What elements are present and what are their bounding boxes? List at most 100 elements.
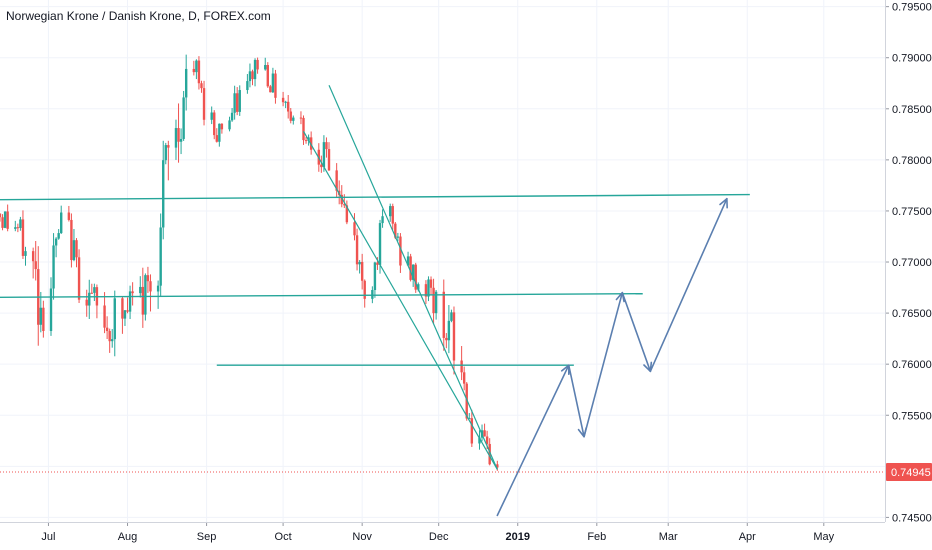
candle-body [320, 164, 323, 168]
candle-body [202, 88, 206, 120]
candle-body [343, 204, 346, 206]
candle [292, 115, 295, 125]
candle-body [1, 217, 4, 228]
candle-body [432, 287, 435, 314]
candle-body [271, 73, 275, 93]
candle-body [376, 262, 379, 265]
candle [429, 276, 433, 296]
candle [299, 111, 303, 125]
x-tick-label: May [813, 531, 834, 543]
candle-body [251, 71, 254, 80]
candle-body [111, 339, 114, 342]
candle-body [286, 101, 290, 112]
candle-body [210, 112, 213, 120]
y-tick-label: 0.78500 [892, 104, 932, 116]
candle [213, 110, 216, 140]
candle [57, 229, 60, 240]
candle-body [24, 251, 27, 256]
candle-body [478, 437, 481, 444]
y-tick-label: 0.75500 [892, 410, 932, 422]
candle-body [184, 68, 188, 98]
candle [162, 140, 165, 240]
candle-body [289, 111, 292, 121]
candle-body [93, 287, 96, 293]
candle [238, 85, 241, 116]
candle [274, 69, 277, 104]
candle-body [105, 327, 109, 332]
horizontal-level-line [0, 193, 750, 201]
candle-body [128, 291, 132, 312]
candle [34, 241, 37, 281]
candle-body [281, 97, 285, 103]
candle-body [409, 256, 412, 280]
candle-body [417, 284, 420, 290]
candle-body [235, 93, 239, 112]
candle [360, 253, 364, 290]
candle [54, 237, 58, 258]
candle [409, 253, 412, 282]
projection-arrowhead [719, 197, 728, 209]
candle [146, 266, 150, 293]
projection-segment [583, 291, 624, 438]
candle-body [450, 312, 453, 321]
candle-body [174, 128, 178, 148]
candle [24, 246, 27, 266]
candle-body [353, 222, 356, 236]
candle [452, 306, 456, 375]
candle-body [3, 211, 7, 228]
candle [447, 305, 451, 354]
candle-body [238, 90, 241, 112]
candle [302, 115, 305, 145]
candle-body [90, 292, 94, 294]
candle [470, 409, 474, 447]
candle [31, 247, 35, 279]
candle-body [77, 257, 81, 300]
candle-body [358, 261, 361, 265]
candle-body [139, 286, 142, 294]
candle [16, 223, 20, 233]
candle-body [363, 280, 366, 299]
candle-body [113, 298, 116, 340]
candle [284, 100, 287, 109]
candle-body [381, 216, 384, 224]
horizontal-level-line [0, 292, 643, 298]
candle [343, 194, 346, 209]
candle [483, 423, 486, 437]
candle-body [192, 68, 196, 73]
candle-body [442, 291, 445, 338]
candle-body [445, 337, 448, 341]
candle [111, 329, 114, 348]
candle [345, 200, 349, 225]
candle [182, 90, 185, 141]
y-tick-label: 0.79500 [892, 2, 932, 14]
candle-body [146, 275, 150, 282]
candle-body [200, 83, 203, 89]
candle-body [391, 206, 394, 224]
candle-body [31, 251, 35, 262]
candle [123, 309, 127, 326]
candle [269, 84, 272, 93]
candle-body [414, 264, 417, 290]
candle [465, 382, 468, 421]
candle [174, 119, 178, 160]
candle-body [197, 60, 201, 84]
candle-body [230, 112, 234, 121]
candle-body [70, 219, 73, 261]
y-tick-label: 0.77500 [892, 206, 932, 218]
y-tick-label: 0.77000 [892, 257, 932, 269]
candle [325, 137, 328, 158]
drawings[interactable] [0, 85, 750, 517]
candle [246, 74, 249, 94]
candle-body [19, 219, 22, 228]
candle [3, 211, 7, 229]
candle-body [131, 291, 134, 294]
candle [468, 413, 471, 420]
candle-body [34, 261, 37, 270]
trend-line [328, 85, 498, 470]
candle [253, 58, 257, 87]
candle-body [72, 240, 76, 261]
candle [88, 279, 91, 320]
candle-body [213, 112, 216, 136]
